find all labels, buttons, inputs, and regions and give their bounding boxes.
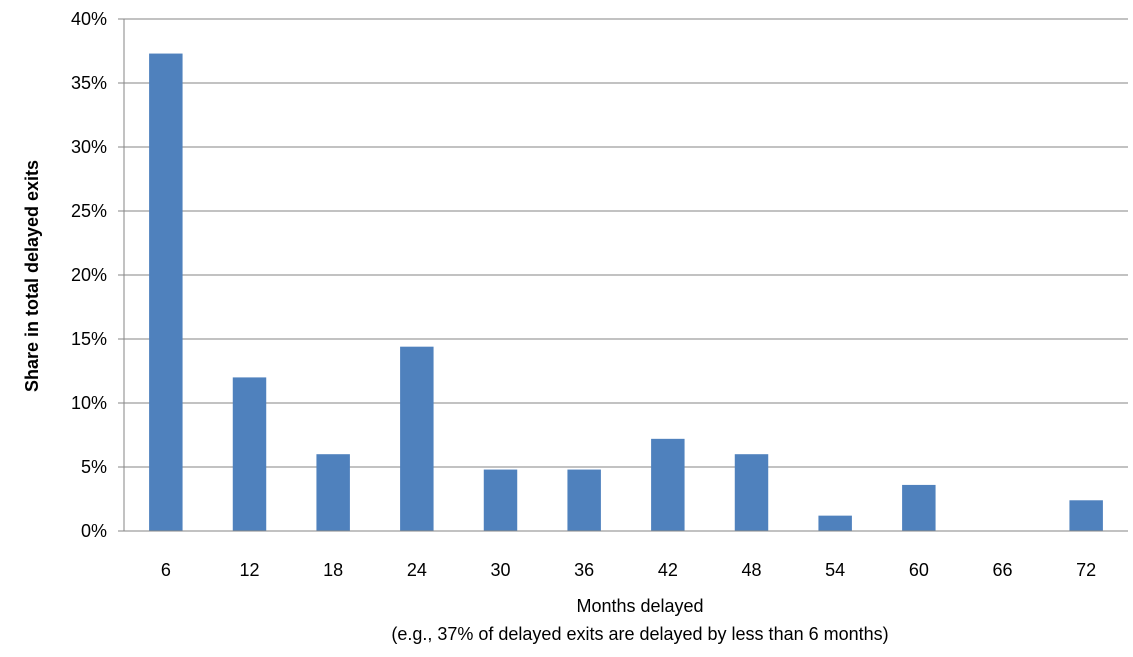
x-tick-label: 60 xyxy=(909,560,929,580)
y-tick-label: 40% xyxy=(71,9,107,29)
x-tick-label: 24 xyxy=(407,560,427,580)
y-tick-label: 0% xyxy=(81,521,107,541)
x-axis-note: (e.g., 37% of delayed exits are delayed … xyxy=(391,624,888,644)
x-tick-label: 66 xyxy=(992,560,1012,580)
y-tick-label: 35% xyxy=(71,73,107,93)
bar xyxy=(316,454,350,531)
bar xyxy=(902,484,936,531)
y-tick-label: 5% xyxy=(81,457,107,477)
y-axis-title: Share in total delayed exits xyxy=(22,160,42,392)
y-tick-label: 25% xyxy=(71,201,107,221)
bar xyxy=(818,515,852,531)
x-tick-label: 72 xyxy=(1076,560,1096,580)
bars xyxy=(149,53,1103,532)
x-tick-label: 18 xyxy=(323,560,343,580)
y-tick-label: 20% xyxy=(71,265,107,285)
x-tick-label: 30 xyxy=(490,560,510,580)
x-tick-label: 54 xyxy=(825,560,845,580)
bar xyxy=(149,53,183,532)
bar xyxy=(651,438,685,531)
x-tick-label: 42 xyxy=(658,560,678,580)
bar xyxy=(483,469,518,531)
bar xyxy=(232,377,267,531)
bar xyxy=(1069,500,1103,531)
x-axis-title: Months delayed xyxy=(576,596,703,616)
x-tick-label: 48 xyxy=(741,560,761,580)
x-tick-label: 6 xyxy=(161,560,171,580)
x-tick-label: 36 xyxy=(574,560,594,580)
gridlines xyxy=(118,18,1128,532)
bar xyxy=(567,469,601,531)
y-tick-label: 30% xyxy=(71,137,107,157)
bar xyxy=(734,454,769,531)
y-tick-label: 10% xyxy=(71,393,107,413)
y-axis-ticks: 0% 5% 10% 15% 20% 25% 30% 35% 40% xyxy=(71,9,107,541)
x-tick-label: 12 xyxy=(239,560,259,580)
y-tick-label: 15% xyxy=(71,329,107,349)
x-axis-ticks: 6 12 18 24 30 36 42 48 54 60 66 72 xyxy=(161,560,1096,580)
bar xyxy=(400,346,434,531)
